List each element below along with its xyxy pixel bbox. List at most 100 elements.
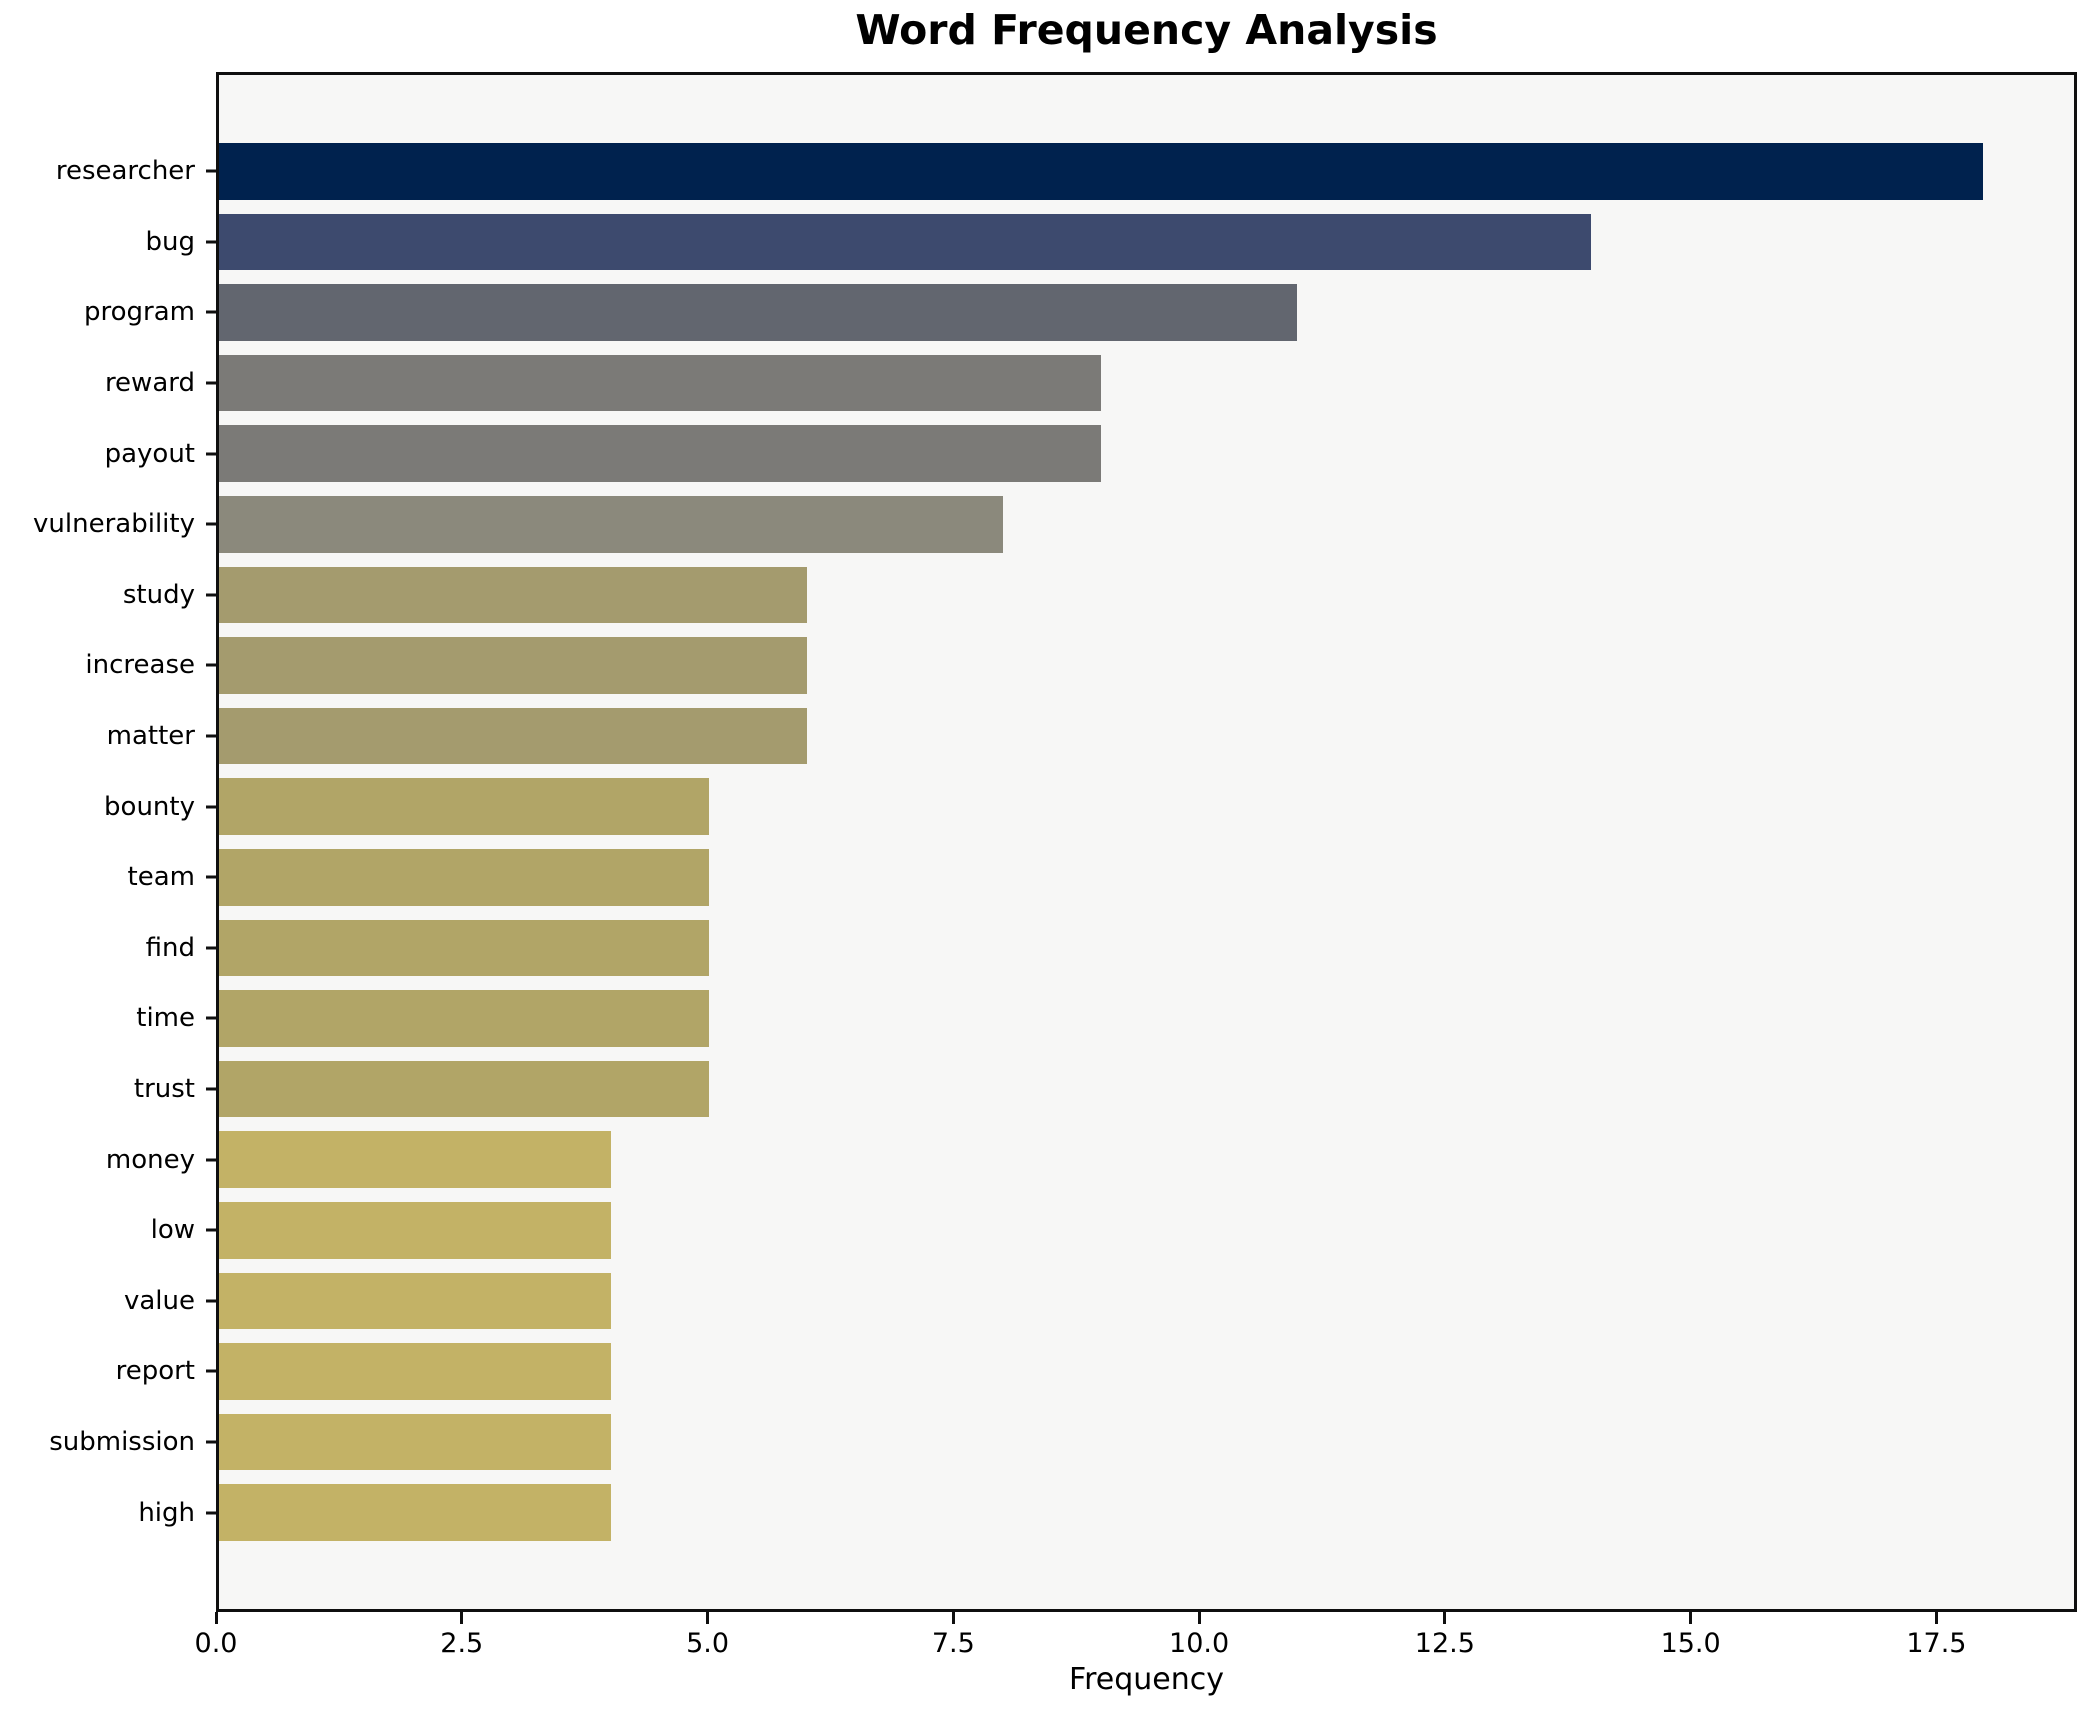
- y-axis-label: vulnerability: [33, 509, 195, 540]
- bar-researcher: [219, 143, 1983, 200]
- bar-trust: [219, 1060, 709, 1118]
- y-tick-mark: [206, 1511, 217, 1515]
- bar-program: [219, 284, 1297, 341]
- x-tick-mark: [460, 1612, 464, 1624]
- y-tick-mark: [206, 522, 217, 526]
- y-tick-mark: [206, 1016, 217, 1020]
- y-tick-mark: [206, 1440, 217, 1444]
- bar-low: [219, 1201, 611, 1259]
- y-axis-label: study: [122, 579, 195, 610]
- bar-row: trust: [134, 1060, 2074, 1118]
- bar-row: researcher: [56, 143, 2074, 200]
- y-tick-mark: [206, 169, 217, 173]
- y-tick-mark: [206, 593, 217, 597]
- bar-bounty: [219, 778, 709, 835]
- y-tick-mark: [206, 452, 217, 456]
- y-axis-label: high: [138, 1497, 195, 1528]
- x-tick-label: 17.5: [1906, 1628, 1967, 1659]
- bar-row: matter: [107, 707, 2074, 765]
- x-tick-label: 7.5: [931, 1628, 975, 1659]
- y-tick-mark: [206, 310, 217, 314]
- y-tick-mark: [206, 240, 217, 244]
- bar-row: high: [138, 1484, 2074, 1541]
- bar-row: low: [151, 1201, 2074, 1259]
- bar-study: [219, 566, 807, 624]
- x-tick-mark: [214, 1612, 218, 1624]
- bar-row: payout: [105, 425, 2074, 482]
- y-axis-label: increase: [85, 650, 195, 681]
- y-axis-label: program: [84, 297, 195, 328]
- y-axis-label: matter: [106, 721, 195, 752]
- bars-container: researcher bug program reward payout vulnerab…: [33, 75, 2074, 1609]
- bar-row: reward: [105, 354, 2074, 412]
- bar-row: program: [84, 284, 2074, 341]
- y-axis-label: payout: [104, 438, 195, 469]
- bar-row: time: [136, 990, 2074, 1047]
- chart-title: Word Frequency Analysis: [855, 6, 1438, 54]
- x-tick-label: 10.0: [1169, 1628, 1230, 1659]
- x-tick-mark: [1934, 1612, 1938, 1624]
- bar-money: [219, 1131, 611, 1188]
- y-axis-label: bug: [145, 226, 196, 257]
- y-tick-mark: [206, 1369, 217, 1373]
- bar-report: [219, 1343, 611, 1400]
- y-tick-mark: [206, 805, 217, 809]
- x-tick-label: 2.5: [440, 1628, 484, 1659]
- bar-row: bounty: [104, 778, 2074, 835]
- x-tick-label: 12.5: [1414, 1628, 1475, 1659]
- y-tick-mark: [206, 734, 217, 738]
- y-tick-mark: [206, 663, 217, 667]
- bar-increase: [219, 637, 807, 694]
- plot-area: researcher bug program reward payout vulnerab…: [33, 72, 2077, 1612]
- bar-row: find: [146, 919, 2074, 977]
- x-tick-mark: [706, 1612, 710, 1624]
- x-tick-label: 5.0: [686, 1628, 730, 1659]
- bar-row: vulnerability: [33, 495, 2074, 553]
- bar-reward: [219, 354, 1101, 412]
- y-axis-label: submission: [49, 1426, 195, 1457]
- bar-row: study: [123, 566, 2074, 624]
- x-tick-mark: [1443, 1612, 1447, 1624]
- y-tick-mark: [206, 946, 217, 950]
- y-axis-label: report: [115, 1356, 195, 1387]
- x-tick-label: 15.0: [1660, 1628, 1721, 1659]
- bar-vulnerability: [219, 495, 1003, 553]
- bar-row: submission: [49, 1413, 2074, 1471]
- x-tick-mark: [1197, 1612, 1201, 1624]
- y-tick-mark: [206, 1087, 217, 1091]
- y-axis-label: bounty: [104, 791, 195, 822]
- y-axis-label: value: [123, 1285, 195, 1316]
- y-axis-label: time: [136, 1003, 195, 1034]
- bar-row: increase: [85, 637, 2074, 694]
- x-tick-label: 0.0: [194, 1628, 238, 1659]
- y-axis-label: money: [105, 1144, 195, 1175]
- bar-row: bug: [146, 213, 2074, 271]
- bar-row: value: [124, 1272, 2074, 1330]
- bar-team: [219, 848, 709, 906]
- x-axis-title: Frequency: [1069, 1662, 1224, 1697]
- x-tick-mark: [951, 1612, 955, 1624]
- y-axis-label: low: [150, 1215, 195, 1246]
- y-axis-label: find: [145, 932, 195, 963]
- y-tick-mark: [206, 875, 217, 879]
- x-tick-mark: [1689, 1612, 1693, 1624]
- y-tick-mark: [206, 1299, 217, 1303]
- y-tick-mark: [206, 1158, 217, 1162]
- bar-submission: [219, 1413, 611, 1471]
- bar-payout: [219, 425, 1101, 482]
- bar-row: money: [106, 1131, 2074, 1188]
- y-axis-label: reward: [104, 368, 195, 399]
- bar-row: report: [116, 1343, 2074, 1400]
- y-tick-mark: [206, 381, 217, 385]
- y-axis-label: team: [127, 862, 195, 893]
- bar-high: [219, 1484, 611, 1541]
- bar-time: [219, 990, 709, 1047]
- y-axis-label: trust: [133, 1074, 195, 1105]
- y-tick-mark: [206, 1228, 217, 1232]
- y-axis-label: researcher: [55, 156, 195, 187]
- bar-bug: [219, 213, 1591, 271]
- bar-matter: [219, 707, 807, 765]
- bar-row: team: [128, 848, 2074, 906]
- bar-value: [219, 1272, 611, 1330]
